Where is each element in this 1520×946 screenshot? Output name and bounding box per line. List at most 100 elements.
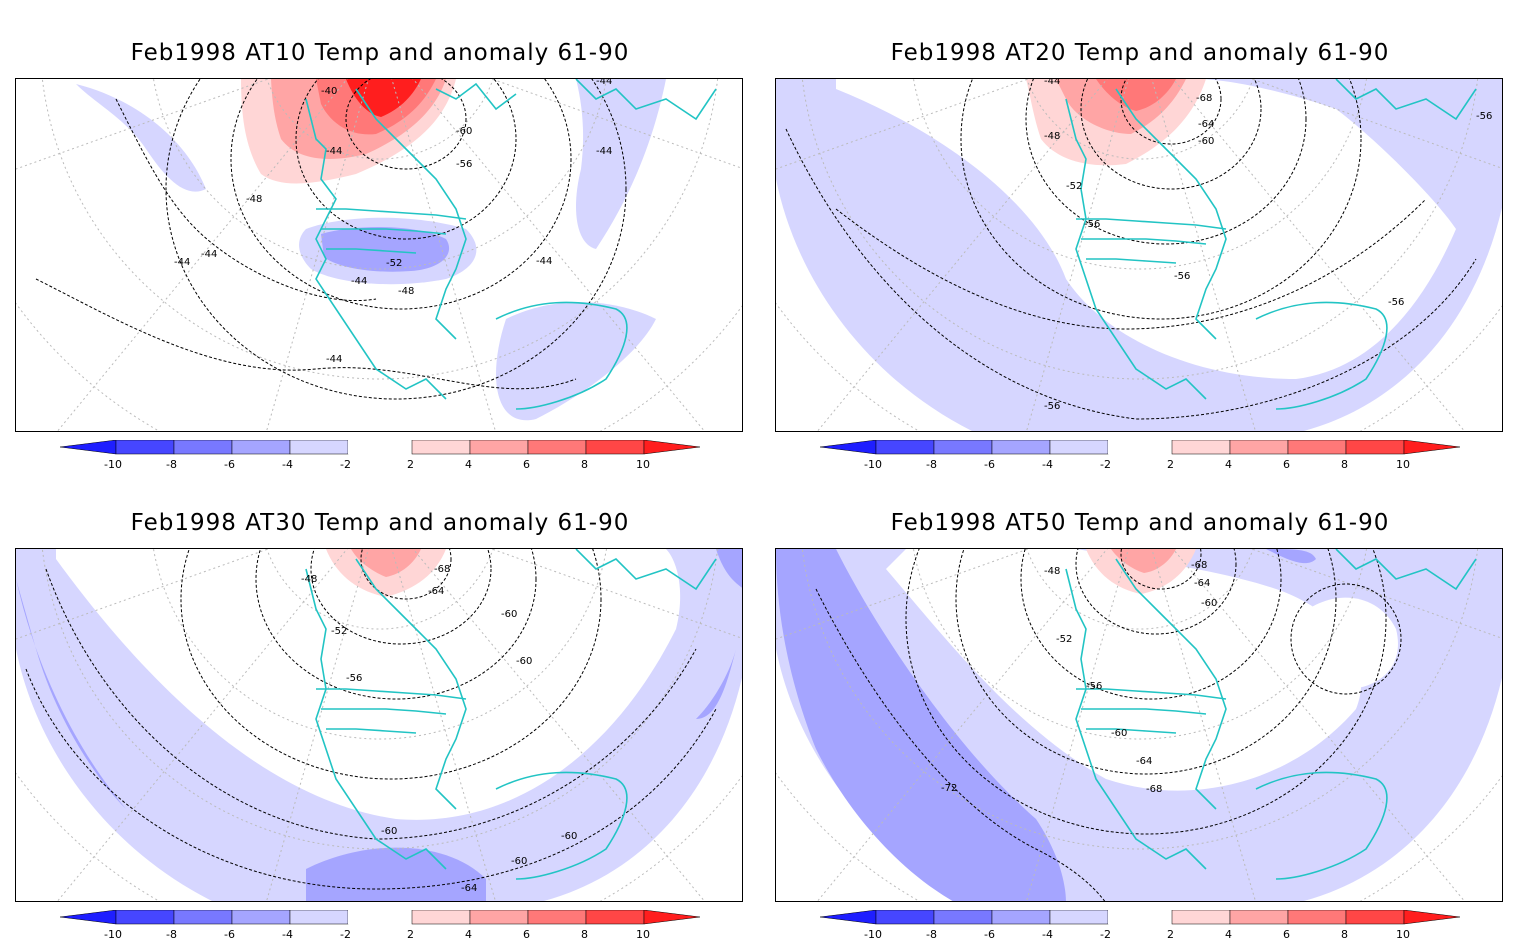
map-svg: -48 -52 -56 -60 -60 -64 -64 -68 -68 -72	[776, 549, 1502, 901]
graticule	[776, 549, 1502, 901]
graticule	[16, 79, 742, 431]
colorbar-tick: -6	[224, 458, 235, 471]
map-frame: -40 -44 -44 -44 -44 -44 -44 -44 -44 -48 …	[15, 78, 743, 432]
contour-label: -48	[301, 574, 317, 585]
panel-title: Feb1998 AT30 Temp and anomaly 61-90	[130, 510, 630, 536]
colorbar-tick: -10	[864, 928, 882, 941]
contour-label: -64	[1194, 578, 1210, 589]
contour-label: -60	[561, 831, 577, 842]
contour-label: -44	[351, 276, 367, 287]
contour-label: -44	[326, 146, 342, 157]
colorbar-tick: 4	[465, 458, 472, 471]
colorbar-tick: -2	[340, 458, 351, 471]
colorbar-tick: -6	[984, 458, 995, 471]
colorbar-tick: 10	[636, 458, 650, 471]
contour-label: -60	[516, 656, 532, 667]
contour-label: -56	[456, 159, 472, 170]
panel-title: Feb1998 AT50 Temp and anomaly 61-90	[890, 510, 1390, 536]
colorbar-tick: 10	[636, 928, 650, 941]
colorbar: -10 -8 -6 -4 -2 2 4 6 8 10	[60, 440, 700, 471]
colorbar-tick: -10	[104, 458, 122, 471]
contour-label: -44	[326, 354, 342, 365]
colorbar-tick: -6	[224, 928, 235, 941]
contours	[785, 79, 1477, 420]
contour-label: -48	[1044, 131, 1060, 142]
colorbar-tick: 4	[1225, 928, 1232, 941]
contour-label: -60	[511, 856, 527, 867]
colorbar-tick: 8	[581, 928, 588, 941]
contour-label: -52	[1056, 634, 1072, 645]
map-frame: -48 -52 -56 -60 -60 -60 -60 -60 -64 -64 …	[15, 548, 743, 902]
contour-label: -44	[174, 257, 190, 268]
colorbar-tick: -2	[1100, 928, 1111, 941]
colorbar-tick: 10	[1396, 458, 1410, 471]
colorbar-tick: 6	[523, 458, 530, 471]
contour-label: -48	[246, 194, 262, 205]
contour-label: -60	[381, 826, 397, 837]
map-frame: -48 -52 -56 -60 -60 -64 -64 -68 -68 -72	[775, 548, 1503, 902]
colorbar-tick: -4	[282, 928, 293, 941]
contour-label: -52	[386, 258, 402, 269]
colorbar-tick: -4	[1042, 928, 1053, 941]
colorbar-tick: -8	[166, 458, 177, 471]
map-frame: -44 -48 -52 -56 -56 -56 -56 -56 -60 -64 …	[775, 78, 1503, 432]
colorbar-tick: 10	[1396, 928, 1410, 941]
contour-label: -60	[456, 126, 472, 137]
contour-label: -48	[398, 286, 414, 297]
contour-labels: -48 -52 -56 -60 -60 -60 -60 -60 -64 -64 …	[301, 564, 577, 894]
contour-label: -64	[428, 586, 444, 597]
contour-label: -56	[1388, 297, 1404, 308]
contour-labels: -44 -48 -52 -56 -56 -56 -56 -56 -60 -64 …	[1044, 79, 1492, 412]
coastlines	[1065, 549, 1477, 880]
colorbar-tick: 2	[407, 458, 414, 471]
contour-label: -60	[1198, 136, 1214, 147]
colorbar: -10 -8 -6 -4 -2 2 4 6 8 10	[820, 440, 1460, 471]
colorbar-tick: -2	[1100, 458, 1111, 471]
contour-label: -68	[1196, 93, 1212, 104]
contours	[815, 549, 1402, 901]
contour-label: -64	[1198, 119, 1214, 130]
colorbar-tick: 2	[407, 928, 414, 941]
anomaly-shading	[16, 549, 742, 901]
contour-label: -44	[536, 256, 552, 267]
coastlines	[305, 79, 717, 410]
contour-label: -60	[1201, 598, 1217, 609]
colorbar-tick: 2	[1167, 458, 1174, 471]
panel-title: Feb1998 AT10 Temp and anomaly 61-90	[130, 40, 630, 66]
colorbar-tick: -4	[282, 458, 293, 471]
contour-labels: -48 -52 -56 -60 -60 -64 -64 -68 -68 -72	[941, 560, 1217, 795]
anomaly-shading	[776, 79, 1502, 431]
contour-label: -56	[346, 673, 362, 684]
colorbar-tick: -8	[926, 458, 937, 471]
contour-label: -68	[1191, 560, 1207, 571]
contour-label: -40	[321, 86, 337, 97]
contour-label: -56	[1044, 401, 1060, 412]
coastlines	[305, 549, 717, 880]
contour-label: -72	[941, 783, 957, 794]
contour-label: -68	[1146, 784, 1162, 795]
colorbar-tick: -2	[340, 928, 351, 941]
colorbar-tick: 8	[1341, 458, 1348, 471]
panel-at10: Feb1998 AT10 Temp and anomaly 61-90	[0, 0, 760, 471]
contour-label: -48	[1044, 566, 1060, 577]
contour-label: -44	[201, 249, 217, 260]
contour-label: -64	[461, 883, 477, 894]
colorbar-tick: 4	[1225, 458, 1232, 471]
contour-label: -60	[501, 609, 517, 620]
map-svg: -40 -44 -44 -44 -44 -44 -44 -44 -44 -48 …	[16, 79, 742, 431]
contour-label: -44	[596, 79, 612, 87]
colorbar-tick: 6	[523, 928, 530, 941]
colorbar-tick: 6	[1283, 928, 1290, 941]
colorbar: -10 -8 -6 -4 -2 2 4 6 8 10	[60, 910, 700, 941]
contour-label: -64	[1136, 756, 1152, 767]
coastlines	[1065, 79, 1477, 410]
colorbar-tick: 2	[1167, 928, 1174, 941]
contour-label: -56	[1086, 681, 1102, 692]
contour-label: -44	[1044, 79, 1060, 87]
contour-label: -52	[1066, 181, 1082, 192]
colorbar-tick: -8	[926, 928, 937, 941]
map-svg: -44 -48 -52 -56 -56 -56 -56 -56 -60 -64 …	[776, 79, 1502, 431]
contour-label: -56	[1476, 111, 1492, 122]
colorbar-tick: 8	[1341, 928, 1348, 941]
contour-label: -44	[596, 146, 612, 157]
